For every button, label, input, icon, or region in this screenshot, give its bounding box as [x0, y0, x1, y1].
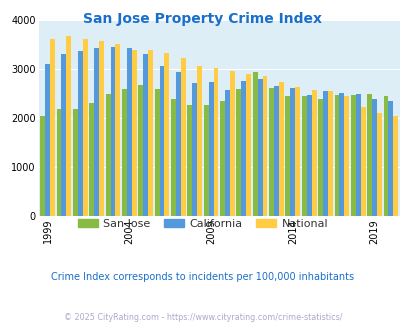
Bar [56, 109, 61, 216]
Bar [252, 72, 257, 216]
Bar [355, 94, 360, 216]
Bar [224, 89, 229, 216]
Bar [78, 51, 83, 216]
Bar [278, 82, 283, 216]
Bar [192, 82, 197, 216]
Bar [229, 71, 234, 216]
Bar [334, 95, 339, 216]
Text: © 2025 CityRating.com - https://www.cityrating.com/crime-statistics/: © 2025 CityRating.com - https://www.city… [64, 314, 341, 322]
Bar [241, 81, 245, 216]
Bar [132, 50, 136, 216]
Bar [203, 105, 208, 216]
Bar [197, 66, 202, 216]
Bar [322, 91, 327, 216]
Bar [213, 68, 218, 216]
Bar [327, 91, 332, 216]
Bar [236, 89, 241, 216]
Bar [175, 72, 180, 216]
Bar [73, 109, 78, 216]
Bar [110, 47, 115, 216]
Bar [94, 48, 99, 216]
Text: Crime Index corresponds to incidents per 100,000 inhabitants: Crime Index corresponds to incidents per… [51, 272, 354, 282]
Bar [262, 76, 267, 216]
Bar [290, 87, 294, 216]
Bar [350, 95, 355, 216]
Bar [61, 54, 66, 216]
Bar [187, 105, 192, 216]
Bar [245, 74, 251, 216]
Bar [339, 93, 343, 216]
Bar [83, 39, 87, 216]
Bar [376, 113, 381, 216]
Bar [318, 99, 322, 216]
Bar [311, 89, 316, 216]
Bar [208, 82, 213, 216]
Bar [180, 58, 185, 216]
Bar [50, 39, 55, 216]
Bar [257, 79, 262, 216]
Bar [40, 115, 45, 216]
Legend: San Jose, California, National: San Jose, California, National [73, 215, 332, 234]
Bar [343, 96, 348, 216]
Bar [164, 53, 169, 216]
Bar [154, 88, 159, 216]
Bar [366, 94, 371, 216]
Bar [392, 115, 397, 216]
Bar [148, 50, 153, 216]
Bar [89, 103, 94, 216]
Bar [269, 87, 273, 216]
Bar [99, 41, 104, 216]
Bar [122, 88, 126, 216]
Bar [383, 96, 388, 216]
Bar [126, 48, 132, 216]
Text: San Jose Property Crime Index: San Jose Property Crime Index [83, 12, 322, 25]
Bar [159, 66, 164, 216]
Bar [66, 37, 71, 216]
Bar [115, 44, 120, 216]
Bar [138, 85, 143, 216]
Bar [371, 99, 376, 216]
Bar [273, 86, 278, 216]
Bar [105, 94, 110, 216]
Bar [301, 96, 306, 216]
Bar [388, 101, 392, 216]
Bar [360, 107, 364, 216]
Bar [220, 101, 224, 216]
Bar [45, 64, 50, 216]
Bar [171, 99, 175, 216]
Bar [143, 54, 148, 216]
Bar [285, 96, 290, 216]
Bar [294, 86, 299, 216]
Bar [306, 95, 311, 216]
